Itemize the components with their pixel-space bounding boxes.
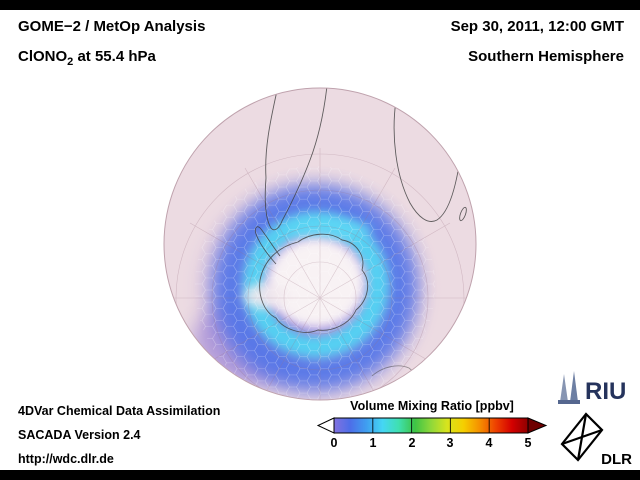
analysis-title: GOME−2 / MetOp Analysis	[18, 18, 206, 35]
hemisphere-map	[163, 87, 477, 401]
colorbar-scale	[316, 417, 548, 434]
tick-label-0: 0	[330, 436, 338, 450]
colorbar-tick-labels: 0 1 2 3 4 5	[316, 436, 548, 452]
top-border-bar	[0, 0, 640, 10]
colorbar-tick-lines	[372, 418, 490, 433]
antarctica-coastline	[259, 233, 369, 333]
species-level-line: ClONO2 at 55.4 hPa	[18, 42, 205, 77]
graticule	[170, 148, 470, 400]
datetime-label: Sep 30, 2011, 12:00 GMT	[450, 18, 624, 35]
hemisphere-label: Southern Hemisphere	[468, 48, 624, 65]
grid-cells-texture	[195, 166, 435, 400]
colorbar-title: Volume Mixing Ratio [ppbv]	[350, 399, 514, 413]
header-right: Sep 30, 2011, 12:00 GMT Southern Hemisph…	[451, 12, 624, 72]
south-america-coastline	[264, 88, 328, 231]
bottom-border-bar	[0, 470, 640, 480]
riu-logo-text: RIU	[585, 378, 626, 405]
pressure-level: at 55.4 hPa	[73, 48, 156, 65]
cathedral-icon	[558, 371, 580, 404]
tick-label-1: 1	[369, 436, 377, 450]
header-left: GOME−2 / MetOp Analysis ClONO2 at 55.4 h…	[18, 12, 205, 77]
colorbar-left-arrow	[316, 417, 335, 434]
dlr-logo: DLR	[560, 412, 632, 468]
footer-credits: 4DVar Chemical Data Assimilation SACADA …	[18, 399, 220, 471]
tick-label-2: 2	[408, 436, 416, 450]
globe-limb	[163, 87, 477, 401]
madagascar-outline	[459, 206, 467, 222]
tick-label-4: 4	[485, 436, 493, 450]
species-subscript: 2	[67, 56, 74, 68]
colorbar-right-arrow	[527, 417, 548, 434]
tick-label-5: 5	[524, 436, 532, 450]
dlr-emblem	[560, 412, 604, 462]
riu-logo: RIU	[558, 371, 626, 405]
colorbar: Volume Mixing Ratio [ppbv] 0 1 2 3 4 5	[316, 399, 548, 452]
dlr-logo-text: DLR	[601, 451, 632, 468]
version-label: SACADA Version 2.4	[18, 428, 141, 442]
assimilation-label: 4DVar Chemical Data Assimilation	[18, 404, 221, 418]
wdc-url: http://wdc.dlr.de	[18, 452, 114, 466]
colorbar-gradient-bar	[333, 417, 529, 434]
species-name: ClONO	[18, 48, 68, 65]
antarctic-peninsula-coastline	[254, 226, 281, 265]
tick-label-3: 3	[446, 436, 454, 450]
